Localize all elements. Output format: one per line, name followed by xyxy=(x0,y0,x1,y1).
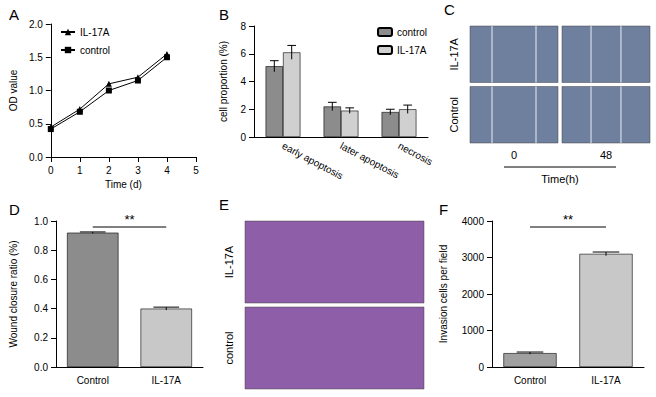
svg-text:necrosis: necrosis xyxy=(396,140,434,167)
svg-text:5: 5 xyxy=(193,165,199,176)
svg-text:0.8: 0.8 xyxy=(34,245,48,256)
svg-text:0.5: 0.5 xyxy=(29,118,43,129)
svg-text:6: 6 xyxy=(240,48,246,59)
svg-text:IL-17A: IL-17A xyxy=(223,245,235,278)
svg-text:Wound closure ratio (%): Wound closure ratio (%) xyxy=(8,240,19,347)
svg-text:D: D xyxy=(9,201,20,218)
svg-text:B: B xyxy=(219,6,229,23)
svg-text:48: 48 xyxy=(600,149,612,161)
svg-text:**: ** xyxy=(563,212,573,227)
svg-text:3: 3 xyxy=(135,165,141,176)
svg-text:Control: Control xyxy=(448,97,460,132)
svg-text:1.0: 1.0 xyxy=(34,216,48,227)
svg-text:1000: 1000 xyxy=(462,325,485,336)
svg-text:control: control xyxy=(80,45,110,56)
svg-text:2000: 2000 xyxy=(462,289,485,300)
svg-text:Invasion cells per field: Invasion cells per field xyxy=(438,245,449,343)
svg-text:IL-17A: IL-17A xyxy=(80,27,110,38)
svg-text:0.0: 0.0 xyxy=(29,152,43,163)
svg-text:8: 8 xyxy=(240,21,246,32)
svg-text:IL-17A: IL-17A xyxy=(591,375,621,386)
svg-text:OD value: OD value xyxy=(8,69,19,111)
svg-text:control: control xyxy=(223,331,235,364)
svg-text:4: 4 xyxy=(164,165,170,176)
svg-text:control: control xyxy=(397,27,427,38)
svg-text:cell proportion (%): cell proportion (%) xyxy=(218,41,229,122)
svg-text:E: E xyxy=(219,196,229,213)
svg-text:0: 0 xyxy=(48,165,54,176)
svg-text:2.0: 2.0 xyxy=(29,19,43,30)
svg-text:later apoptosis: later apoptosis xyxy=(338,140,401,180)
svg-text:F: F xyxy=(439,201,448,218)
svg-text:early apoptosis: early apoptosis xyxy=(280,140,344,181)
svg-text:3000: 3000 xyxy=(462,252,485,263)
svg-text:Time(h): Time(h) xyxy=(541,173,578,185)
svg-text:0: 0 xyxy=(511,149,517,161)
svg-text:Control: Control xyxy=(77,375,109,386)
svg-text:4000: 4000 xyxy=(462,216,485,227)
svg-text:IL-17A: IL-17A xyxy=(397,45,427,56)
svg-text:0: 0 xyxy=(240,132,246,143)
svg-text:IL-17A: IL-17A xyxy=(448,37,460,70)
svg-text:1.5: 1.5 xyxy=(29,52,43,63)
svg-text:2: 2 xyxy=(106,165,112,176)
svg-text:4: 4 xyxy=(240,76,246,87)
svg-text:**: ** xyxy=(124,212,134,227)
svg-text:0.0: 0.0 xyxy=(34,362,48,373)
svg-text:A: A xyxy=(9,6,19,23)
svg-text:0.6: 0.6 xyxy=(34,274,48,285)
svg-text:2: 2 xyxy=(240,104,246,115)
svg-text:1: 1 xyxy=(77,165,83,176)
svg-text:0.4: 0.4 xyxy=(34,303,48,314)
svg-text:0.2: 0.2 xyxy=(34,332,48,343)
svg-text:C: C xyxy=(444,1,455,18)
svg-text:Control: Control xyxy=(514,375,546,386)
svg-text:IL-17A: IL-17A xyxy=(152,375,182,386)
svg-text:1.0: 1.0 xyxy=(29,85,43,96)
svg-text:0: 0 xyxy=(478,362,484,373)
svg-text:Time (d): Time (d) xyxy=(105,179,142,190)
